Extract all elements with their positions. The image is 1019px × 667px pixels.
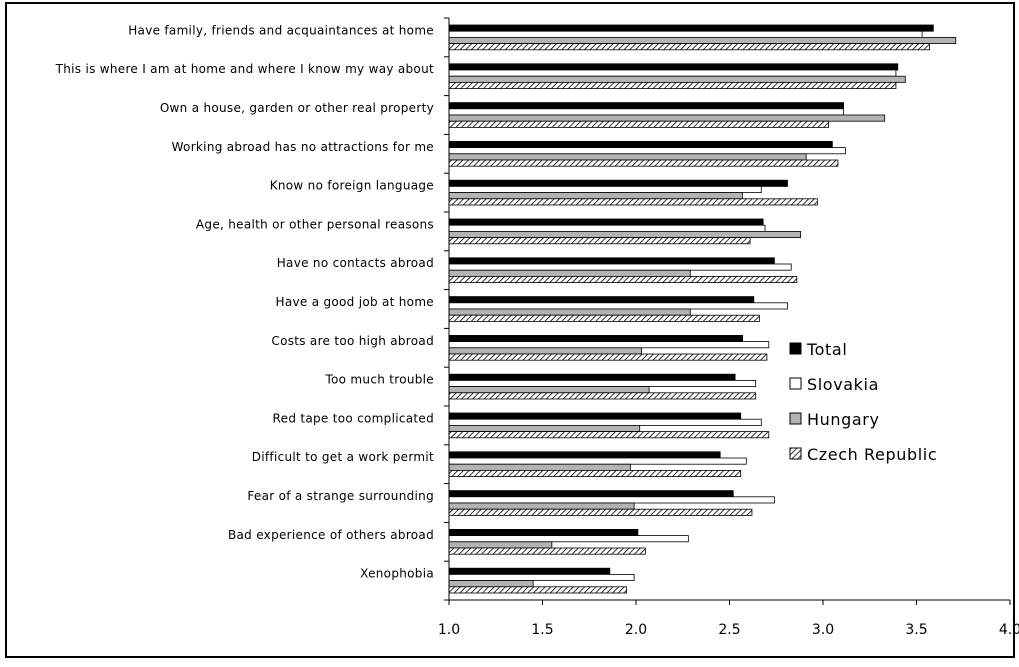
legend-label-hungary: Hungary — [807, 410, 880, 429]
legend-swatch-czech-republic — [789, 447, 802, 460]
chart-frame — [5, 2, 1015, 658]
legend-swatch-hungary — [789, 412, 802, 425]
category-label: Have a good job at home — [276, 295, 434, 309]
category-label: Too much trouble — [324, 373, 434, 387]
category-label: Xenophobia — [360, 567, 434, 581]
legend-label-slovakia: Slovakia — [807, 375, 879, 394]
category-label: Bad experience of others abroad — [228, 528, 434, 542]
category-labels: Have family, friends and acquaintances a… — [55, 23, 434, 580]
legend: Total Slovakia Hungary Czech Republic — [789, 340, 937, 464]
category-label: Have no contacts abroad — [277, 256, 434, 270]
category-label: Know no foreign language — [270, 179, 434, 193]
category-label: Have family, friends and acquaintances a… — [128, 23, 434, 37]
category-label: Difficult to get a work permit — [252, 450, 434, 464]
x-tick-label: 1.0 — [438, 622, 460, 638]
x-tick-label: 2.5 — [718, 622, 740, 638]
category-label: Own a house, garden or other real proper… — [160, 101, 434, 115]
x-tick-label: 1.5 — [531, 622, 553, 638]
category-label: This is where I am at home and where I k… — [55, 62, 434, 76]
bars-group — [448, 24, 957, 594]
category-label: Age, health or other personal reasons — [196, 217, 434, 231]
legend-label-czech-republic: Czech Republic — [807, 445, 937, 464]
x-tick-label: 2.0 — [625, 622, 647, 638]
category-label: Fear of a strange surrounding — [247, 489, 434, 503]
legend-swatch-total — [789, 342, 802, 355]
x-tick-label: 3.5 — [905, 622, 927, 638]
legend-label-total: Total — [806, 340, 847, 359]
category-label: Red tape too complicated — [273, 411, 434, 425]
axes-group — [444, 17, 1011, 605]
category-label: Costs are too high abroad — [271, 334, 434, 348]
legend-swatch-slovakia — [789, 377, 802, 390]
category-label: Working abroad has no attractions for me — [172, 140, 434, 154]
x-tick-label: 3.0 — [812, 622, 834, 638]
